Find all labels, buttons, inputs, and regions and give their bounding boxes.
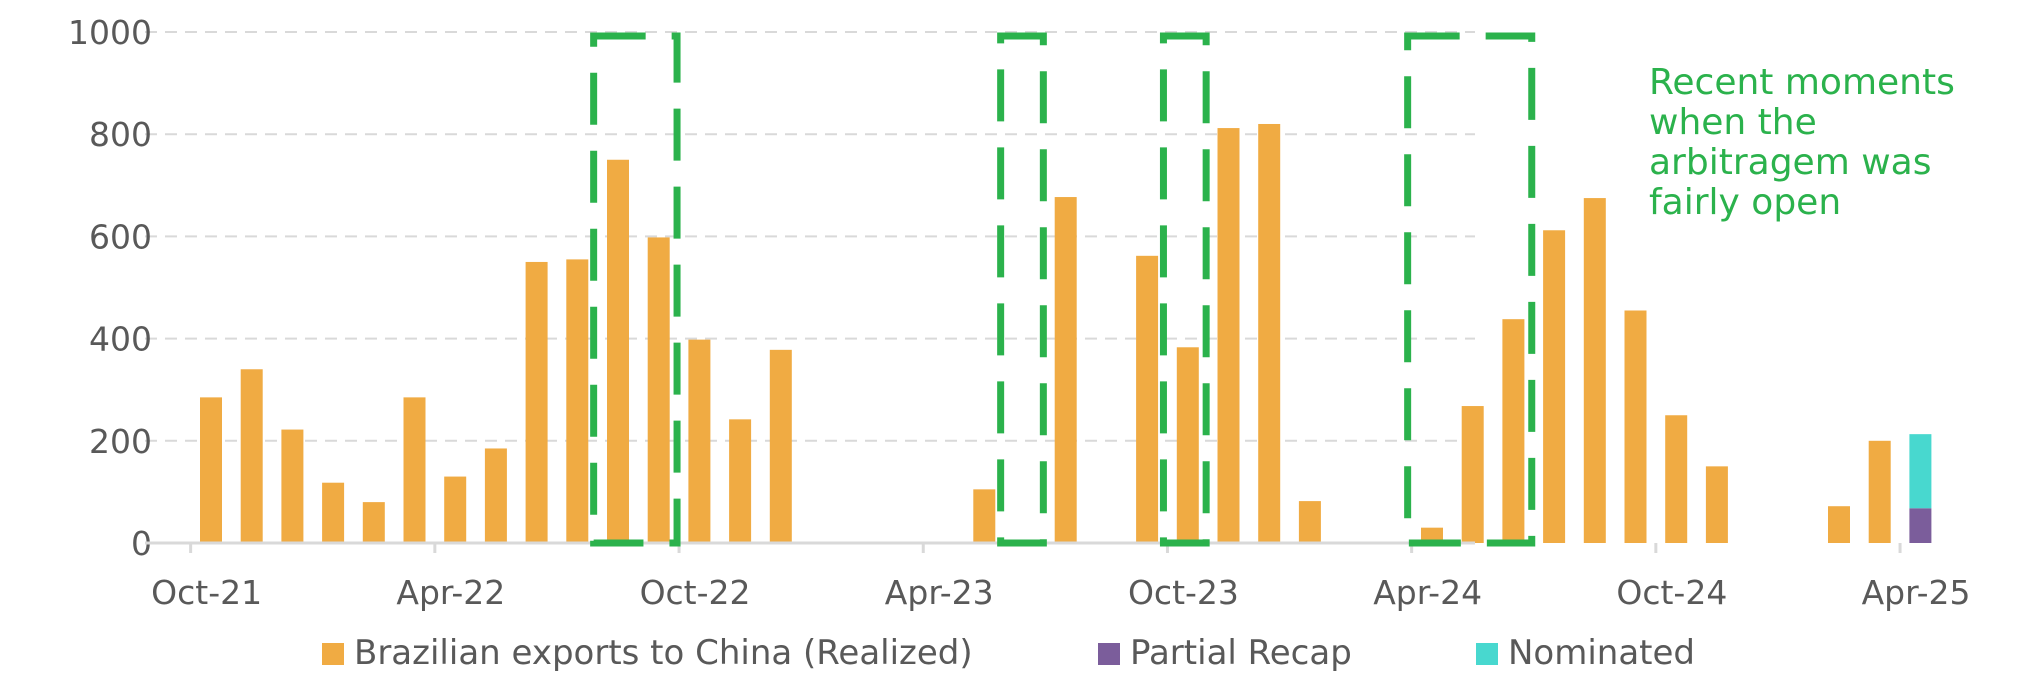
- bar-realized: [688, 339, 711, 543]
- bar-realized: [1665, 415, 1688, 543]
- y-tick-label: 600: [89, 217, 152, 256]
- x-tick-label: Apr-22: [396, 573, 505, 612]
- y-tick-label: 200: [89, 422, 152, 461]
- x-tick-label: Oct-21: [151, 573, 262, 612]
- bar-realized: [1258, 123, 1281, 543]
- grid-lines: [145, 31, 1475, 442]
- bar-realized: [525, 261, 548, 543]
- bar-realized: [769, 349, 792, 543]
- bar-realized: [281, 429, 304, 543]
- bar-realized: [1461, 406, 1484, 543]
- x-tick-label: Apr-23: [885, 573, 994, 612]
- bar-realized: [444, 476, 467, 543]
- bar-realized: [1868, 440, 1891, 543]
- bar-realized: [1583, 198, 1606, 543]
- bar-realized: [1543, 230, 1566, 543]
- y-tick-label: 800: [89, 115, 152, 154]
- bar-realized: [1298, 501, 1321, 543]
- bar-realized: [1828, 506, 1850, 543]
- x-tick-label: Apr-24: [1373, 573, 1482, 612]
- bar-realized: [240, 369, 263, 543]
- bar-realized: [403, 397, 426, 543]
- bar-realized: [566, 259, 589, 543]
- highlight-boxes: [590, 32, 1536, 547]
- y-tick-label: 1000: [68, 13, 152, 52]
- legend-label: Nominated: [1508, 633, 1695, 673]
- bar-realized: [1502, 319, 1525, 543]
- x-tick-label: Oct-22: [640, 573, 751, 612]
- legend-label: Partial Recap: [1130, 633, 1352, 673]
- bar-realized: [1136, 255, 1159, 543]
- annotation-line: when the: [1649, 102, 1817, 143]
- bar-realized: [362, 502, 385, 543]
- highlight-box: [1159, 32, 1210, 547]
- legend-swatch: [1476, 643, 1498, 665]
- annotation-line: arbitragem was: [1649, 142, 1931, 183]
- bar-realized: [973, 489, 996, 543]
- bars: [200, 123, 1932, 544]
- y-tick-label: 0: [131, 524, 152, 563]
- bar-realized: [1176, 347, 1199, 543]
- legend: Brazilian exports to China (Realized) Par…: [322, 633, 1695, 673]
- bar-realized: [1054, 197, 1077, 544]
- y-axis-tick-labels: 0 200 400 600 800 1000: [68, 13, 152, 563]
- highlight-box: [590, 32, 681, 547]
- highlight-box: [997, 32, 1047, 547]
- bar-realized: [200, 397, 222, 543]
- bar-realized: [607, 159, 629, 543]
- bar-realized: [1705, 466, 1728, 543]
- bar-realized: [1624, 310, 1647, 543]
- x-tick-label: Oct-23: [1128, 573, 1239, 612]
- x-tick-label: Apr-25: [1862, 573, 1971, 612]
- bar-partial-recap: [1909, 508, 1932, 543]
- bar-realized: [484, 448, 507, 543]
- bar-realized: [647, 237, 670, 543]
- x-tick-label: Oct-24: [1616, 573, 1727, 612]
- bar-realized: [1421, 527, 1443, 543]
- bar-realized: [729, 419, 752, 543]
- legend-swatch: [322, 643, 344, 665]
- annotation-line: fairly open: [1649, 182, 1841, 223]
- annotation-text: Recent moments when the arbitragem was fair…: [1649, 62, 1955, 223]
- x-axis-ticks: Oct-21 Apr-22 Oct-22 Apr-23 Oct-23 Apr-24 Oct-…: [151, 543, 1970, 612]
- bar-nominated: [1909, 434, 1932, 509]
- legend-label: Brazilian exports to China (Realized): [354, 633, 973, 673]
- bar-realized: [1217, 128, 1240, 543]
- y-tick-label: 400: [89, 320, 152, 359]
- annotation-line: Recent moments: [1649, 62, 1955, 103]
- bar-realized: [322, 482, 345, 543]
- legend-swatch: [1098, 643, 1120, 665]
